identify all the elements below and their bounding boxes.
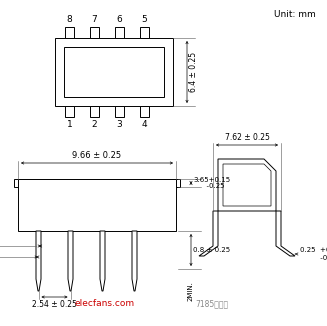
Text: 7: 7 [92, 15, 97, 24]
Bar [65, 27, 74, 38]
Text: 0.8 ± 0.25: 0.8 ± 0.25 [193, 247, 230, 253]
Polygon shape [100, 231, 105, 291]
Polygon shape [68, 231, 73, 291]
Text: 1: 1 [67, 120, 72, 129]
Bar [115, 106, 124, 117]
Bar [65, 106, 74, 117]
Bar [14, 179, 180, 187]
Bar [64, 47, 164, 97]
Polygon shape [36, 231, 41, 291]
Bar [18, 179, 176, 231]
Text: 0.25  +0.1
         -0.05: 0.25 +0.1 -0.05 [300, 247, 327, 260]
Text: 2.54 ± 0.25: 2.54 ± 0.25 [32, 300, 77, 309]
Text: 8: 8 [67, 15, 72, 24]
Text: 7185号消友: 7185号消友 [195, 299, 228, 308]
Text: 7.62 ± 0.25: 7.62 ± 0.25 [225, 133, 269, 142]
Bar [115, 27, 124, 38]
Polygon shape [223, 164, 271, 206]
Text: 4: 4 [142, 120, 147, 129]
Polygon shape [276, 211, 295, 256]
Bar [140, 106, 149, 117]
Text: 3.65+0.15
      -0.25: 3.65+0.15 -0.25 [193, 176, 230, 189]
Polygon shape [199, 211, 218, 256]
Bar [140, 27, 149, 38]
Text: elecfans.com: elecfans.com [75, 299, 135, 308]
Text: 6.4 ± 0.25: 6.4 ± 0.25 [189, 52, 198, 92]
Bar [90, 106, 99, 117]
Text: 9.66 ± 0.25: 9.66 ± 0.25 [73, 151, 122, 160]
Polygon shape [132, 231, 137, 291]
Text: 2MIN.: 2MIN. [188, 281, 194, 301]
Polygon shape [218, 159, 276, 211]
Text: Unit: mm: Unit: mm [274, 10, 316, 19]
Text: 5: 5 [142, 15, 147, 24]
Text: 6: 6 [117, 15, 122, 24]
Bar [55, 38, 173, 106]
Text: 3: 3 [117, 120, 122, 129]
Text: 2: 2 [92, 120, 97, 129]
Bar [90, 27, 99, 38]
